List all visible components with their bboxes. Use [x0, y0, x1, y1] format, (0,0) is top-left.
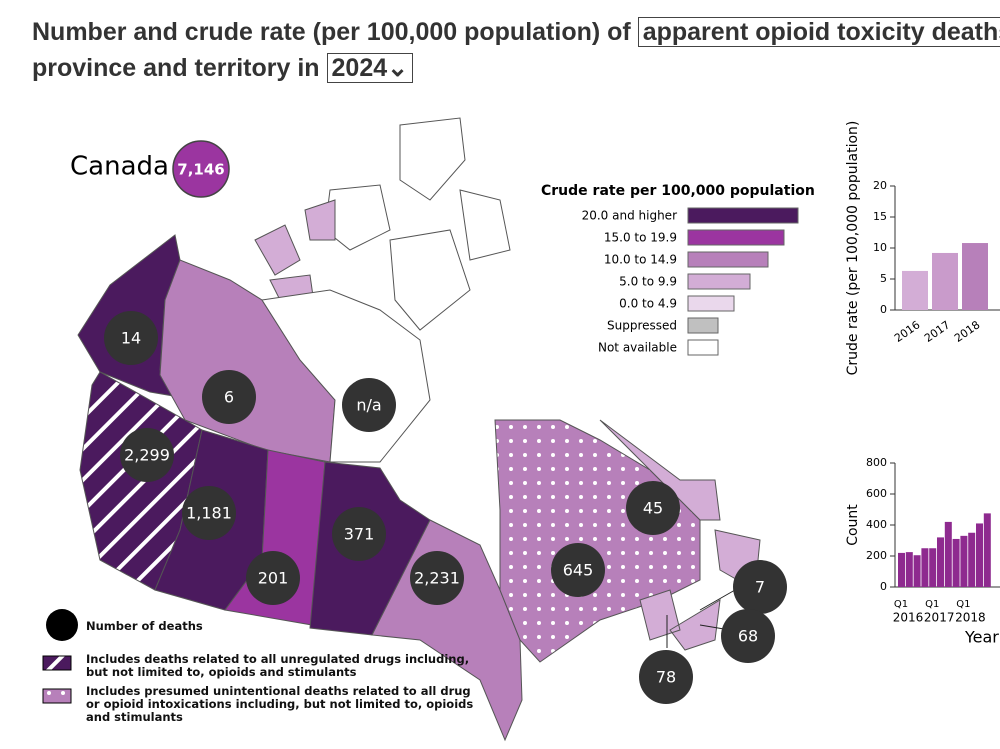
x-tick-label: Q1: [894, 599, 908, 610]
legend-swatch: [687, 229, 785, 246]
legend-swatch: [687, 339, 719, 356]
y-tick-label: 15: [873, 210, 887, 223]
bar: [932, 252, 958, 310]
death-count: 2,231: [414, 569, 460, 588]
bar: [952, 538, 960, 587]
legend-label: 0.0 to 4.9: [619, 297, 677, 311]
y-tick-label: 5: [880, 272, 887, 285]
legend-swatch: [687, 273, 751, 290]
bar: [902, 270, 928, 310]
legend-label: 10.0 to 14.9: [604, 253, 677, 267]
x-tick-label: 2018: [952, 318, 982, 345]
death-circle: [721, 609, 775, 663]
bar: [921, 548, 929, 587]
maritimes: [639, 589, 721, 651]
key-hatched: Includes deaths related to all unregulat…: [86, 652, 470, 679]
death-count: 14: [121, 329, 141, 348]
title-start: Number and crude rate (per 100,000 popul…: [32, 18, 631, 46]
y-tick-label: 600: [866, 487, 887, 500]
y-axis-label: Count: [845, 504, 861, 546]
bar: [960, 535, 968, 587]
key-circle: [46, 609, 78, 641]
bar: [913, 555, 921, 587]
death-count: 371: [344, 525, 375, 544]
death-circle: [332, 507, 386, 561]
death-circle: [733, 560, 787, 614]
x-tick-label: Q1: [956, 599, 970, 610]
bar: [962, 243, 988, 310]
bar: [937, 537, 944, 587]
legend-label: 5.0 to 9.9: [619, 275, 677, 289]
year-select[interactable]: 2024⌄: [326, 53, 414, 83]
death-count: 1,181: [186, 504, 232, 523]
legend-swatch: [687, 317, 719, 334]
x-tick-label: 2016: [892, 318, 922, 345]
death-circle: [202, 370, 256, 424]
x-group-label: 2018: [955, 611, 986, 625]
death-circle: [246, 551, 300, 605]
death-count: 45: [643, 499, 663, 518]
y-tick-label: 20: [873, 179, 887, 192]
x-tick-label: 2017: [922, 318, 952, 345]
measure-select[interactable]: apparent opioid toxicity deaths: [637, 17, 1000, 47]
legend-label: 15.0 to 19.9: [604, 231, 677, 245]
header: Number and crude rate (per 100,000 popul…: [32, 14, 1000, 86]
y-tick-label: 200: [866, 549, 887, 562]
y-tick-label: 10: [873, 241, 887, 254]
canada-label: Canada: [70, 152, 169, 182]
y-tick-label: 800: [866, 456, 887, 469]
legend-label: Not available: [598, 341, 677, 355]
legend-label: 20.0 and higher: [582, 209, 677, 223]
death-count: 78: [656, 668, 676, 687]
death-circle: [120, 428, 174, 482]
legend-title: Crude rate per 100,000 population: [541, 183, 815, 199]
bar: [944, 521, 952, 587]
death-circle: [342, 378, 396, 432]
key-dotted: Includes presumed unintentional deaths r…: [86, 684, 474, 724]
bar: [968, 532, 976, 587]
key-dots: [42, 688, 72, 704]
bar: [905, 552, 913, 587]
death-circle: [626, 481, 680, 535]
bar: [976, 523, 983, 587]
death-circle: [104, 311, 158, 365]
death-circle: [182, 486, 236, 540]
title-end: province and territory in: [32, 54, 320, 82]
ontario: [371, 519, 523, 742]
nunavut-islands: [324, 117, 511, 331]
y-tick-label: 0: [880, 303, 887, 316]
bar: [983, 513, 991, 587]
key-hatch: [42, 655, 72, 671]
y-axis-label: Crude rate (per 100,000 population): [845, 121, 861, 376]
legend-swatch: [687, 295, 735, 312]
x-tick-label: Q1: [925, 599, 939, 610]
death-count: 201: [258, 569, 289, 588]
death-count: 7: [755, 578, 765, 597]
canada-badge: [172, 140, 230, 198]
x-axis-label: Year: [964, 628, 999, 647]
legend-swatch: [687, 251, 769, 268]
death-circle: [551, 543, 605, 597]
death-count: 645: [563, 561, 594, 580]
x-group-label: 2016: [893, 611, 924, 625]
legend-swatch: [687, 207, 799, 224]
death-count: n/a: [356, 396, 381, 415]
death-count: 68: [738, 627, 758, 646]
year-value: 2024: [331, 54, 388, 82]
y-tick-label: 400: [866, 518, 887, 531]
death-circle: [639, 650, 693, 704]
bar: [929, 548, 937, 587]
death-circle: [410, 551, 464, 605]
legend-label: Suppressed: [607, 319, 677, 333]
death-count: 6: [224, 388, 234, 407]
bar: [898, 552, 905, 587]
death-count: 2,299: [124, 446, 170, 465]
y-tick-label: 0: [880, 580, 887, 593]
canada-deaths: 7,146: [177, 161, 224, 179]
x-group-label: 2017: [924, 611, 955, 625]
key-deaths: Number of deaths: [86, 619, 203, 633]
